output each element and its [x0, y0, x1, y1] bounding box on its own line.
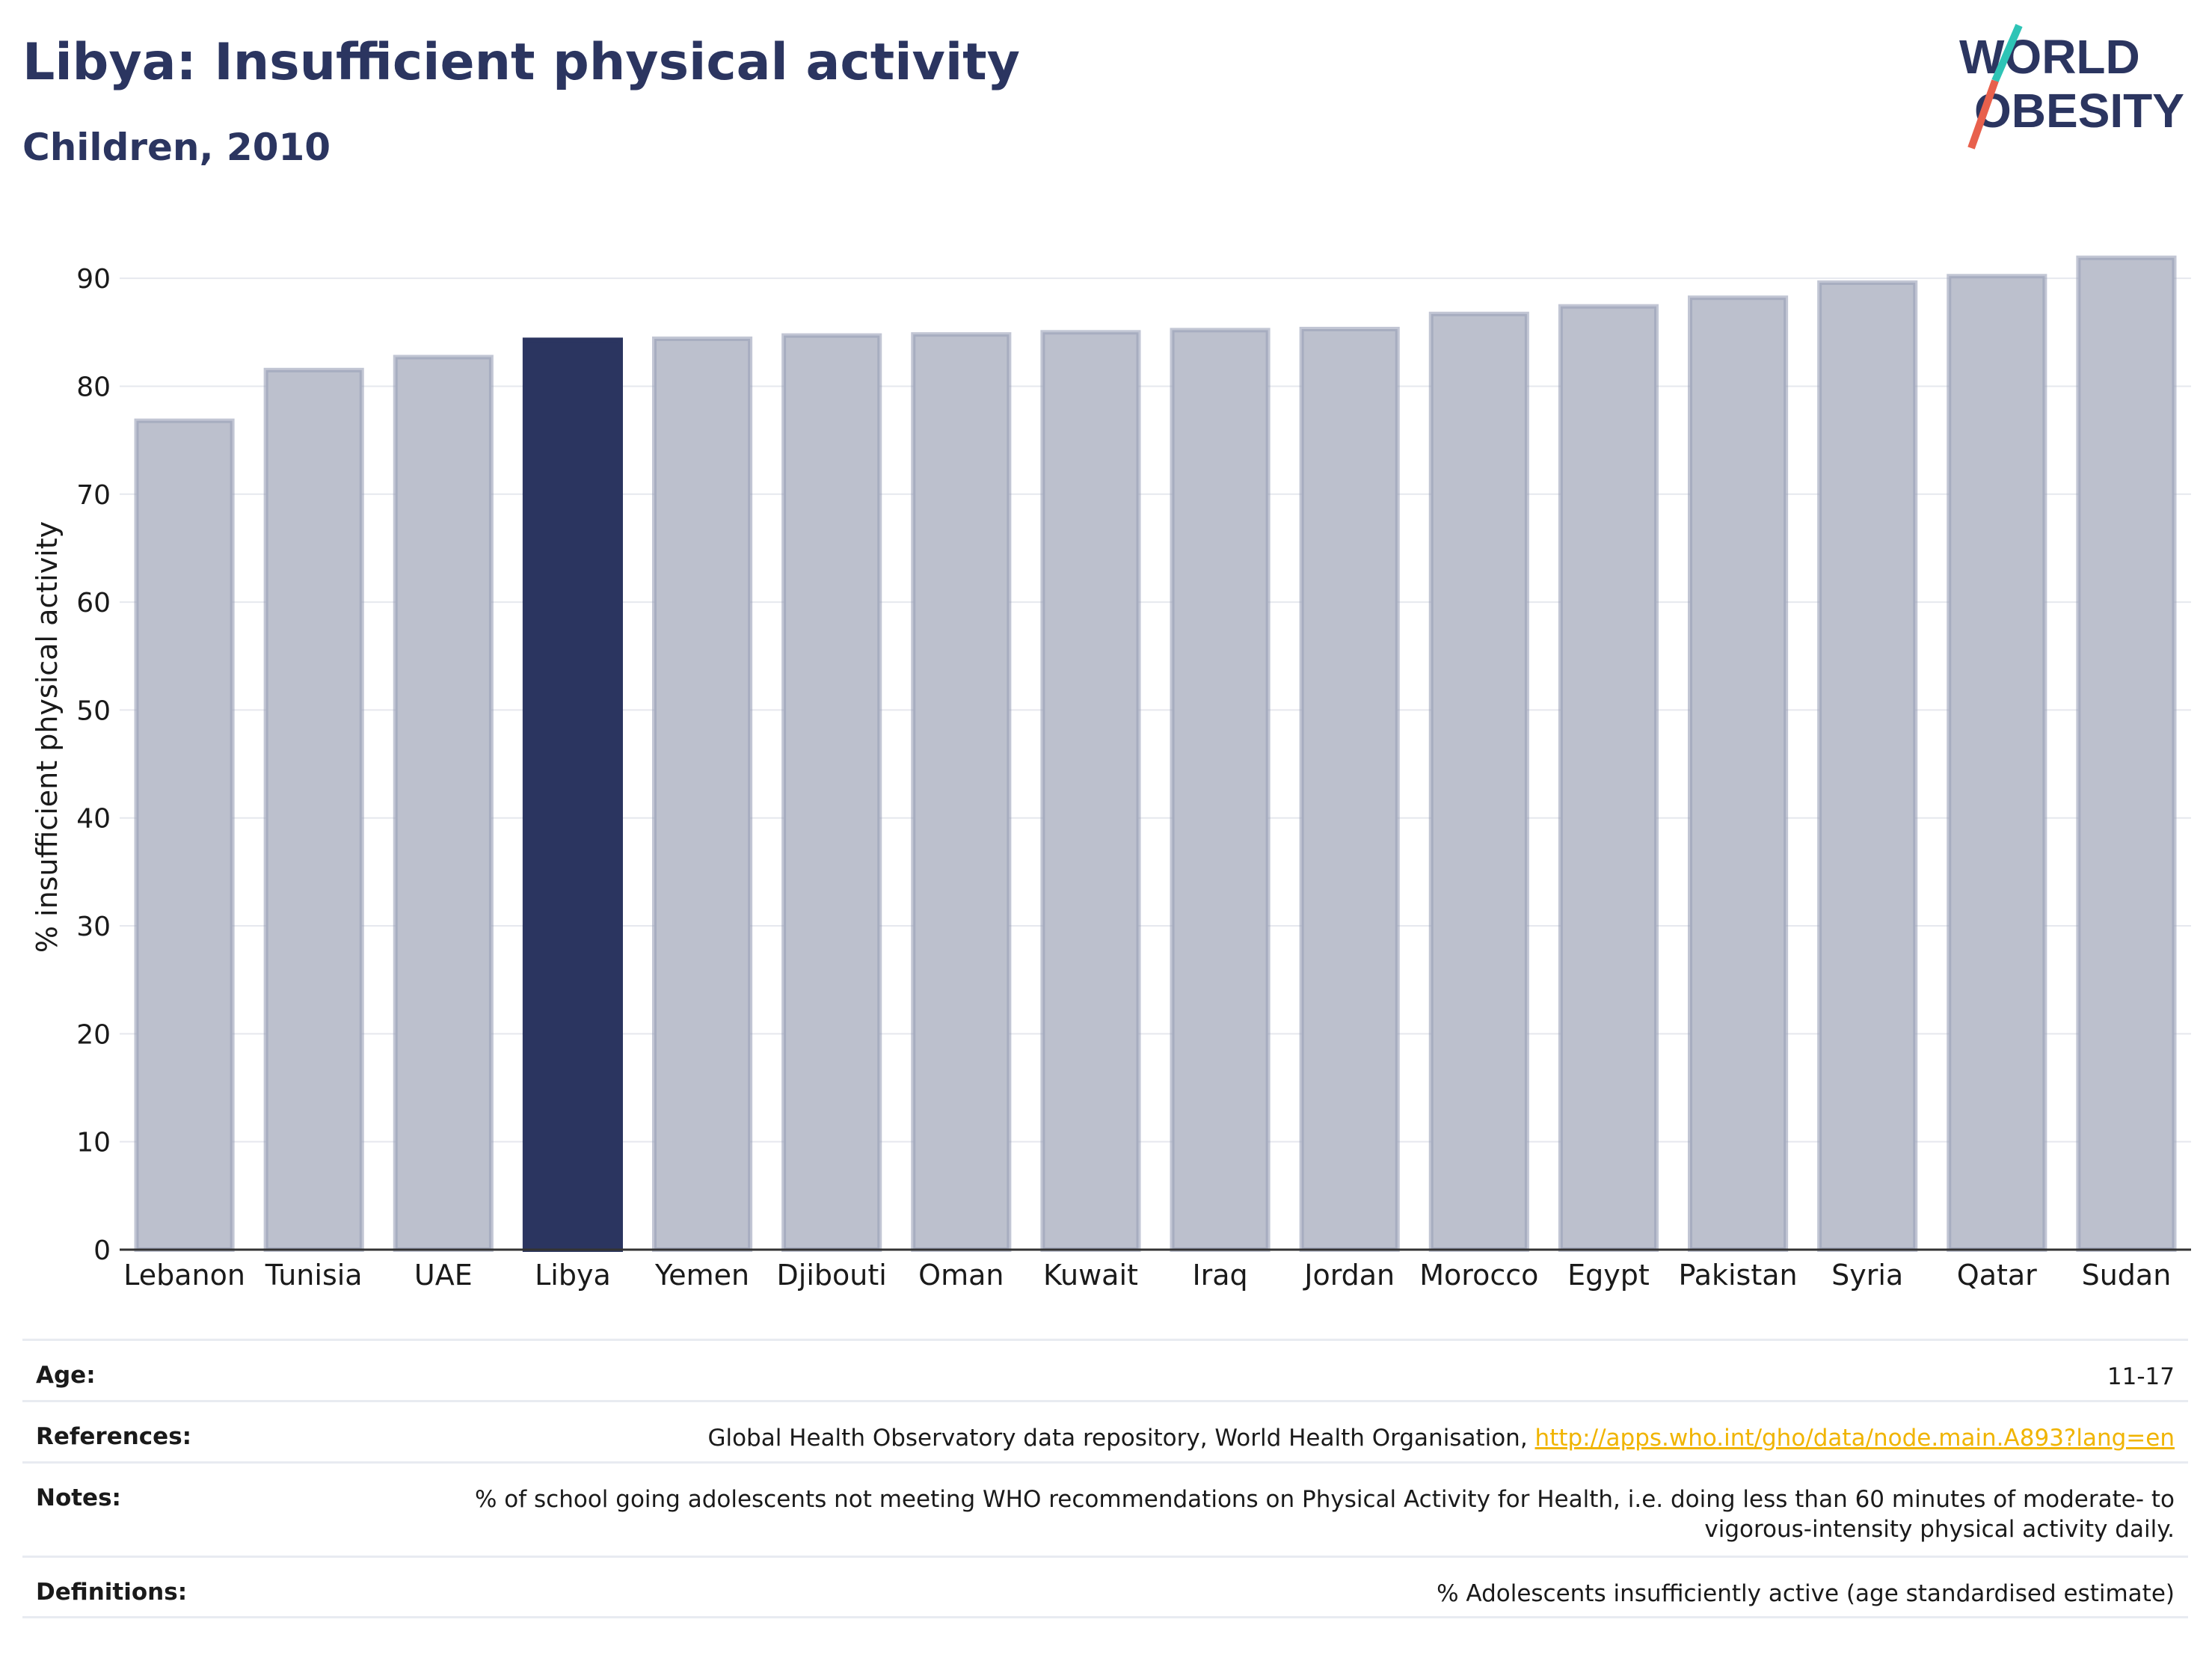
info-table: Age: 11-17 References: Global Health Obs… [22, 1339, 2188, 1618]
svg-text:OBESITY: OBESITY [1974, 84, 2184, 138]
y-tick-label: 40 [76, 804, 111, 835]
bar-uae [393, 354, 494, 1252]
bar-lebanon [134, 418, 235, 1252]
x-tick-label: Tunisia [265, 1259, 363, 1292]
x-tick-label: Jordan [1303, 1259, 1395, 1292]
bars [134, 255, 2177, 1253]
y-tick-label: 80 [76, 372, 111, 402]
x-tick-label: Yemen [654, 1259, 749, 1292]
info-label: Notes: [36, 1484, 121, 1511]
x-tick-label: Lebanon [123, 1259, 245, 1292]
x-tick-label: Iraq [1192, 1259, 1247, 1292]
info-row-references: References: Global Health Observatory da… [22, 1400, 2188, 1461]
page-title: Libya: Insufficient physical activity [22, 33, 1021, 92]
bar-pakistan [1688, 295, 1789, 1252]
info-value: Global Health Observatory data repositor… [707, 1423, 2175, 1453]
y-tick-label: 90 [76, 264, 111, 295]
y-axis-ticks: 0 10 20 30 40 50 60 70 80 90 [76, 264, 111, 1266]
bar-sudan [2076, 255, 2177, 1252]
x-tick-label: Djibouti [777, 1259, 887, 1292]
x-tick-label: Syria [1831, 1259, 1903, 1292]
y-axis-label: % insufficient physical activity [31, 521, 64, 953]
x-tick-label: Oman [918, 1259, 1004, 1292]
bar-jordan [1299, 326, 1400, 1252]
bar-yemen [652, 336, 753, 1252]
bar-chart: 0 10 20 30 40 50 60 70 80 90 Lebanon Tunisia UAE Lib… [31, 255, 2191, 1292]
x-tick-label: Morocco [1419, 1259, 1538, 1292]
x-tick-label: Kuwait [1043, 1259, 1138, 1292]
info-row-age: Age: 11-17 [22, 1339, 2188, 1400]
bar-kuwait [1040, 330, 1141, 1252]
bar-egypt [1558, 304, 1659, 1252]
y-tick-label: 70 [76, 480, 111, 511]
bar-libya [522, 337, 623, 1253]
x-tick-label: Libya [535, 1259, 611, 1292]
y-tick-label: 50 [76, 696, 111, 726]
bar-morocco [1428, 311, 1529, 1252]
y-tick-label: 10 [76, 1128, 111, 1158]
y-tick-label: 30 [76, 912, 111, 942]
bar-tunisia [263, 367, 364, 1253]
reference-text: Global Health Observatory data repositor… [707, 1425, 1528, 1452]
bar-syria [1817, 280, 1918, 1252]
world-obesity-logo: WORLD OBESITY [1959, 24, 2184, 150]
info-row-definitions: Definitions: % Adolescents insufficientl… [22, 1556, 2188, 1618]
info-value: 11-17 [2107, 1363, 2175, 1390]
svg-text:WORLD: WORLD [1959, 30, 2140, 84]
bar-oman [911, 332, 1012, 1252]
y-tick-label: 20 [76, 1019, 111, 1050]
bar-djibouti [781, 333, 882, 1252]
reference-link[interactable]: http://apps.who.int/gho/data/node.main.A… [1534, 1425, 2175, 1452]
y-tick-label: 0 [93, 1235, 111, 1266]
info-label: References: [36, 1423, 192, 1450]
x-axis-ticks: Lebanon Tunisia UAE Libya Yemen Djibouti Oman K… [123, 1259, 2171, 1292]
x-tick-label: Egypt [1567, 1259, 1650, 1292]
page-subtitle: Children, 2010 [22, 126, 331, 169]
info-row-notes: Notes: % of school going adolescents not… [22, 1461, 2188, 1556]
x-tick-label: Qatar [1957, 1259, 2037, 1292]
x-tick-label: Sudan [2082, 1259, 2172, 1292]
x-tick-label: Pakistan [1679, 1259, 1798, 1292]
info-value: % of school going adolescents not meetin… [474, 1486, 2175, 1543]
info-label: Age: [36, 1362, 96, 1389]
y-tick-label: 60 [76, 588, 111, 618]
bar-iraq [1170, 328, 1271, 1253]
x-tick-label: UAE [414, 1259, 473, 1292]
info-value: % Adolescents insufficiently active (age… [1437, 1580, 2175, 1607]
info-label: Definitions: [36, 1579, 188, 1606]
bar-qatar [1947, 274, 2047, 1252]
